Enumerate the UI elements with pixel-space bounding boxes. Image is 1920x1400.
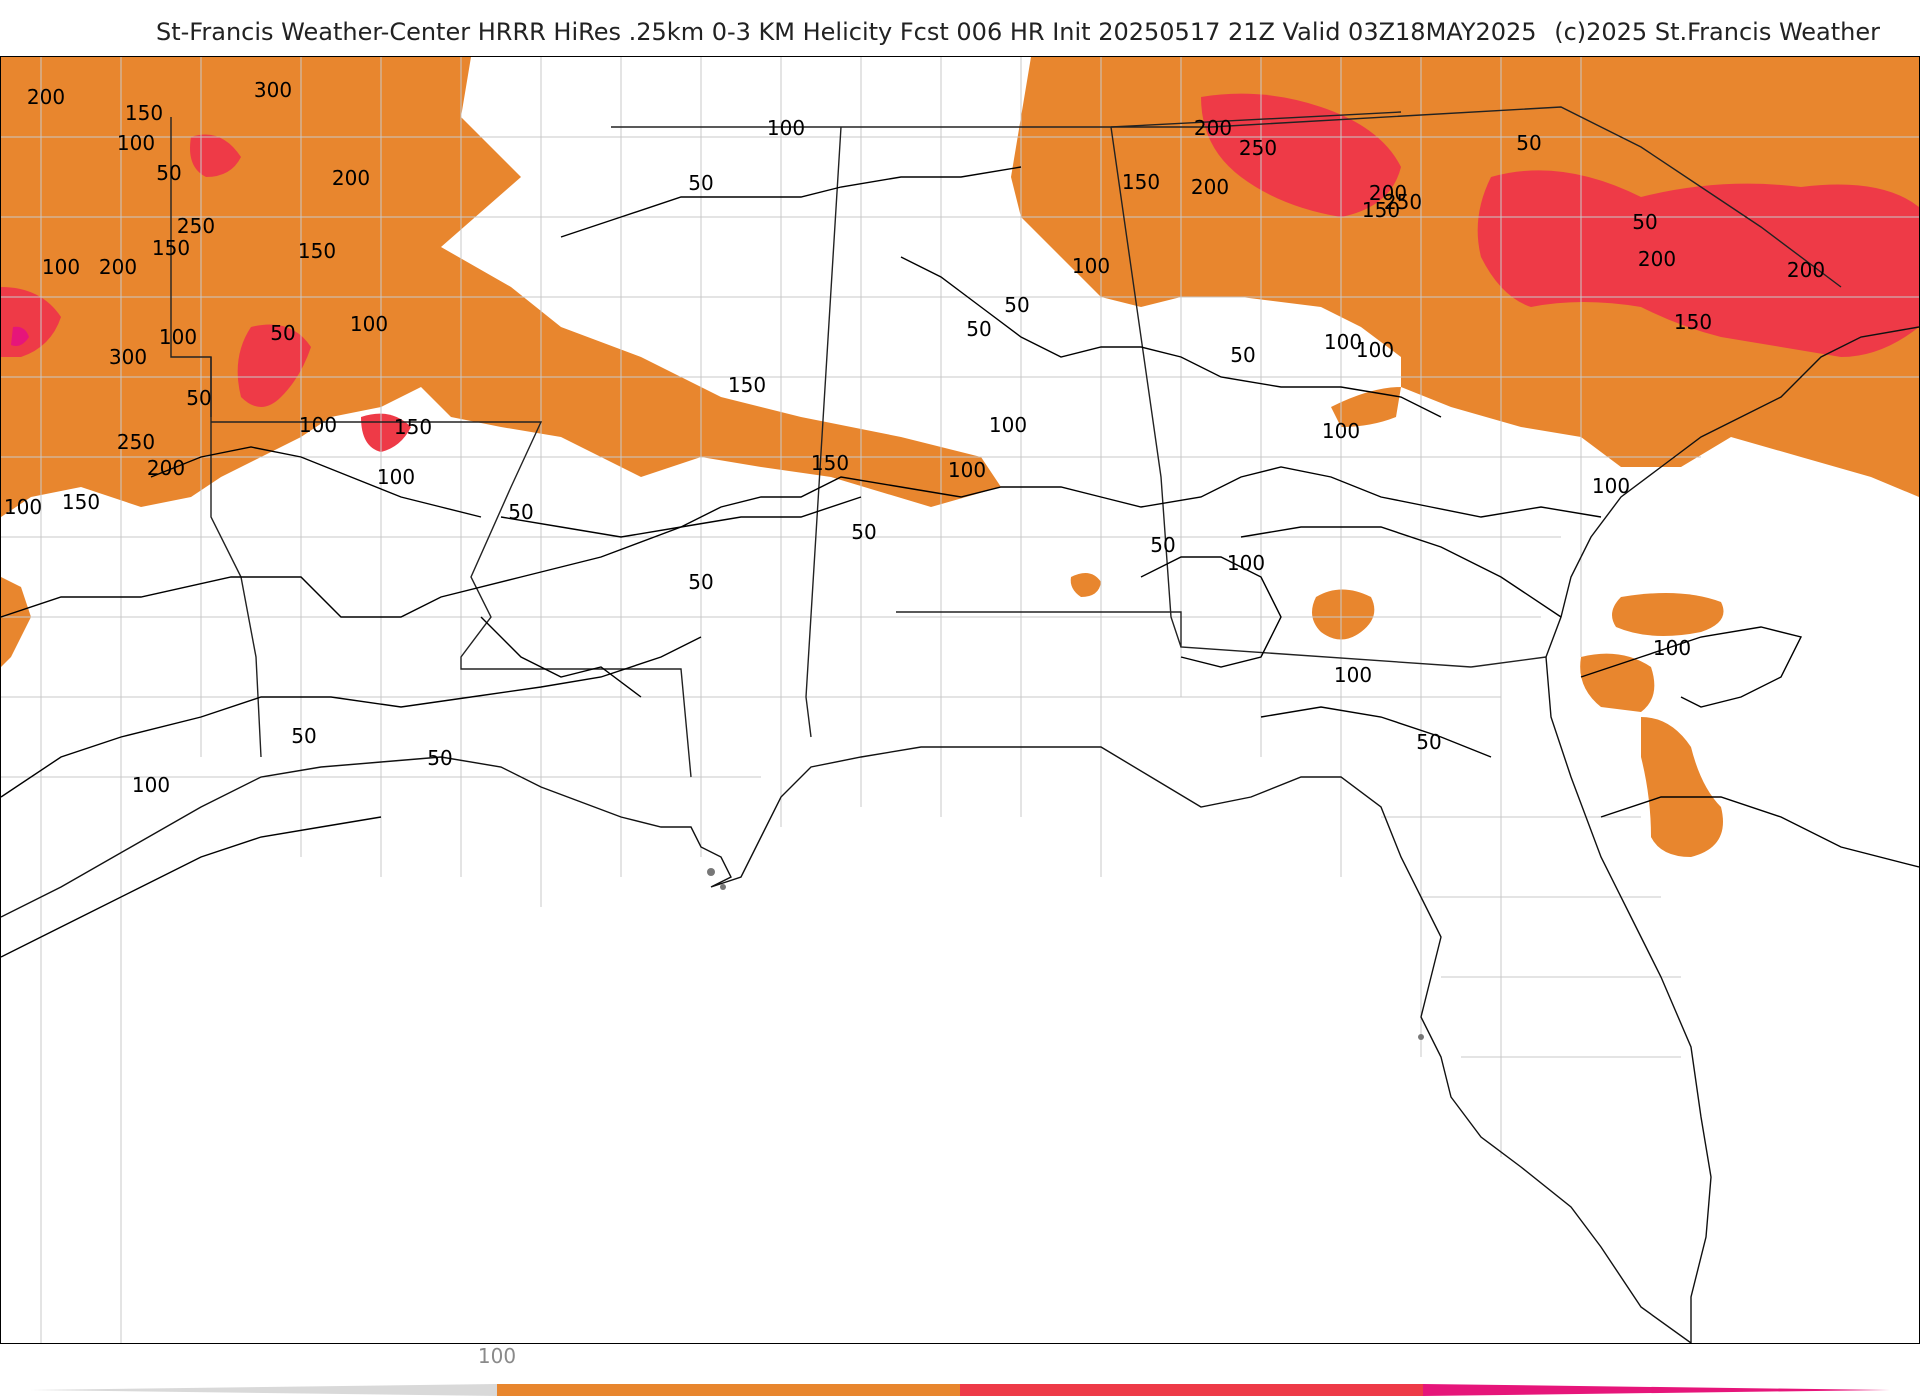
contour-label: 100 <box>1356 338 1394 362</box>
coastline-layer <box>1 326 1919 1343</box>
colorbar-segment-200-300 <box>960 1384 1423 1396</box>
helicity-contour-layer <box>1 166 1919 958</box>
contour-label: 200 <box>1191 175 1229 199</box>
map-title: St-Francis Weather-Center HRRR HiRes .25… <box>156 18 1537 46</box>
contour-label: 50 <box>1416 730 1441 754</box>
boundary-la-ms <box>211 421 692 778</box>
contour-label: 150 <box>394 415 432 439</box>
contour-label: 50 <box>1632 210 1657 234</box>
fill-region-west-edge <box>1 577 31 667</box>
contour-label: 100 <box>1334 663 1372 687</box>
contour-label: 50 <box>291 724 316 748</box>
contour-label: 100 <box>132 773 170 797</box>
map-frame[interactable]: 200 150 100 300 50 250 200 150 100 200 300 100 50 250… <box>0 56 1920 1344</box>
contour-label: 50 <box>966 317 991 341</box>
contour-label: 50 <box>851 520 876 544</box>
contour-label: 150 <box>1674 310 1712 334</box>
boundary-tn-nc <box>1110 111 1402 128</box>
fill-region-atlantic-south <box>1641 717 1723 857</box>
contour-label: 100 <box>377 465 415 489</box>
contour-label: 150 <box>728 373 766 397</box>
contour-label: 100 <box>1324 330 1362 354</box>
boundary-ms-al <box>805 126 842 738</box>
colorbar-segment-under <box>30 1384 497 1396</box>
contour-label: 100 <box>350 312 388 336</box>
contour-label: 150 <box>1122 170 1160 194</box>
contour-label: 100 <box>4 495 42 519</box>
colorbar-tick-label: 100 <box>477 1344 517 1368</box>
contour-label: 50 <box>270 321 295 345</box>
boundary-al-fl <box>896 611 1472 668</box>
contour-label: 50 <box>688 171 713 195</box>
contour-label: 100 <box>1592 474 1630 498</box>
contour-label: 250 <box>1239 136 1277 160</box>
contour-label: 200 <box>1787 258 1825 282</box>
contour-label: 150 <box>298 239 336 263</box>
map-title-bar: St-Francis Weather-Center HRRR HiRes .25… <box>0 14 1920 54</box>
contour-label: 100 <box>299 413 337 437</box>
fill-region-atlantic-north <box>1612 593 1724 636</box>
fill-core-nw-1 <box>237 324 311 407</box>
contour-label: 50 <box>1230 343 1255 367</box>
contour-label: 200 <box>27 85 65 109</box>
contour-label: 100 <box>948 458 986 482</box>
colorbar-segment-100-200 <box>497 1384 960 1396</box>
contour-label: 100 <box>117 131 155 155</box>
state-boundary-layer <box>170 106 1842 778</box>
county-boundary-layer <box>1 57 1919 1343</box>
contour-label: 50 <box>508 500 533 524</box>
contour-label: 300 <box>254 78 292 102</box>
coastline-atlantic <box>1545 656 1712 1343</box>
contour-label: 50 <box>1516 131 1541 155</box>
contour-label: 200 <box>147 456 185 480</box>
contour-label: 50 <box>156 161 181 185</box>
contour-label: 100 <box>42 255 80 279</box>
contour-label: 100 <box>159 325 197 349</box>
colorbar-gradient <box>30 1384 1890 1396</box>
contour-label: 100 <box>1227 551 1265 575</box>
contour-label: 200 <box>332 166 370 190</box>
colorbar: 100 <box>0 1340 1920 1400</box>
colorbar-segment-300-plus <box>1423 1384 1890 1396</box>
contour-label: 150 <box>152 236 190 260</box>
contour-label: 200 <box>99 255 137 279</box>
boundary-ga-sc <box>1210 106 1842 288</box>
contour-label: 250 <box>117 430 155 454</box>
contour-label: 200 <box>1638 247 1676 271</box>
contour-label: 250 <box>1384 190 1422 214</box>
fill-region-ga-central <box>1312 589 1375 640</box>
contour-label: 100 <box>1653 636 1691 660</box>
contour-label: 300 <box>109 345 147 369</box>
contour-label: 150 <box>1362 198 1400 222</box>
contour-label: 50 <box>427 746 452 770</box>
coastline-gulf-tx-la <box>1 746 1692 1343</box>
contour-label: 100 <box>767 116 805 140</box>
fill-core-nw-2 <box>361 413 411 452</box>
contour-label: 250 <box>177 214 215 238</box>
contour-label: 200 <box>1369 181 1407 205</box>
contour-label: 100 <box>1072 254 1110 278</box>
contour-label: 50 <box>186 386 211 410</box>
coastal-detail-layer <box>707 868 1424 1040</box>
boundary-al-ga <box>1110 126 1182 648</box>
boundary-ga-fl <box>1470 656 1547 668</box>
contour-label: 100 <box>989 413 1027 437</box>
fill-core-nw-4 <box>190 134 241 177</box>
contour-label: 50 <box>688 570 713 594</box>
copyright-label: (c)2025 St.Francis Weather <box>1554 18 1880 46</box>
contour-label: 150 <box>125 101 163 125</box>
contour-label: 100 <box>1322 419 1360 443</box>
contour-label: 200 <box>1194 116 1232 140</box>
contour-label: 150 <box>62 490 100 514</box>
fill-core-nw-magenta <box>11 326 29 346</box>
contour-label: 50 <box>1150 533 1175 557</box>
contour-label: 150 <box>811 451 849 475</box>
fill-region-atlantic-mid <box>1580 653 1655 712</box>
fill-region-ga-north <box>1331 387 1401 427</box>
coastline-sc-ga <box>1545 326 1919 658</box>
contour-label: 50 <box>1004 293 1029 317</box>
fill-region-al-small <box>1070 573 1101 597</box>
